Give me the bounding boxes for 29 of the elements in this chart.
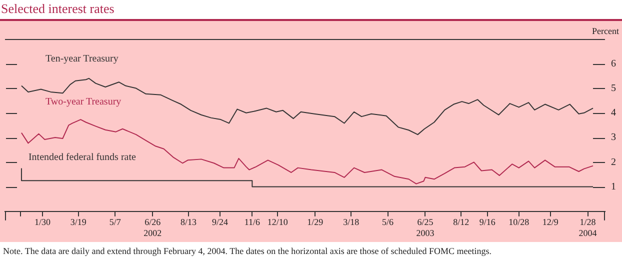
x-tick-label: 10/28 — [508, 217, 530, 228]
x-tick-label: 6/26 2002 — [144, 217, 162, 238]
x-tick-label: 3/18 — [343, 217, 360, 228]
text: Note. The data are daily and extend through February 4, 2004. The dates on the horizontal axis are those of scheduled FOMC meetings. — [2, 245, 493, 256]
chart-title: Selected interest rates — [0, 0, 116, 18]
y-tick-label: 6 — [611, 58, 616, 70]
y-tick-label: 4 — [611, 108, 616, 119]
x-tick-label: 1/29 — [307, 217, 324, 228]
x-tick-label: 9/16 — [479, 217, 496, 228]
x-tick-label: 12/9 — [542, 217, 559, 228]
series-label: Ten-year Treasury — [45, 53, 118, 64]
x-tick-label: 1/30 — [34, 217, 51, 228]
y-tick-label: 1 — [611, 181, 616, 192]
x-tick-label: 5/6 — [382, 217, 394, 228]
series-label: Two-year Treasury — [45, 96, 122, 108]
legend-label: Intended federal funds rate — [28, 152, 136, 163]
x-tick-label: 8/12 — [453, 217, 470, 228]
y-tick-label: 3 — [611, 132, 616, 144]
x-tick-label: 5/7 — [109, 217, 122, 228]
x-tick-label: 1/28 2004 — [578, 217, 598, 238]
y-tick-label: 2 — [611, 156, 616, 168]
y-tick-label: 5 — [611, 82, 616, 94]
y-axis-title: Percent — [592, 26, 620, 36]
x-tick-label: 3/19 — [70, 217, 87, 228]
x-tick-label: 8/13 — [180, 217, 198, 228]
x-tick-label: 6/25 2003 — [416, 217, 435, 238]
x-tick-label: 12/10 — [267, 217, 288, 228]
x-tick-label: 9/24 — [212, 217, 228, 228]
x-tick-label: 11/6 — [244, 217, 261, 228]
